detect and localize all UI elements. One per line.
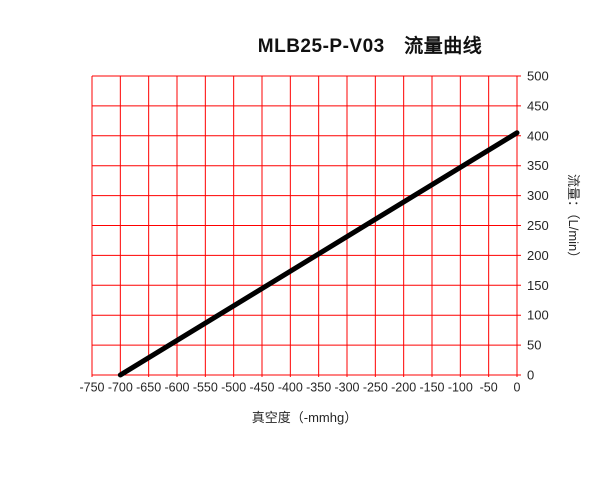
x-tick-label: -550 — [193, 381, 218, 395]
x-tick-label: -150 — [419, 381, 444, 395]
x-tick-label: -700 — [108, 381, 133, 395]
x-tick-label: -200 — [391, 381, 416, 395]
x-tick-label: -450 — [249, 381, 274, 395]
chart-title: MLB25-P-V03 流量曲线 — [257, 36, 483, 57]
x-tick-label: -400 — [278, 381, 303, 395]
y-axis-title: 流量：（L/min） — [566, 174, 581, 265]
x-tick-label: -500 — [221, 381, 246, 395]
y-tick-label: 300 — [527, 188, 549, 203]
y-tick-label: 500 — [527, 69, 549, 84]
y-tick-label: 0 — [527, 368, 534, 383]
y-tick-label: 400 — [527, 128, 549, 143]
y-tick-label: 50 — [527, 338, 541, 353]
y-tick-label: 350 — [527, 158, 549, 173]
x-tick-label: -50 — [480, 381, 498, 395]
x-tick-label: -350 — [306, 381, 331, 395]
x-axis-title: 真空度（-mmhg） — [251, 410, 358, 425]
y-tick-label: 250 — [527, 218, 549, 233]
x-tick-label: -100 — [448, 381, 473, 395]
x-tick-label: -600 — [164, 381, 189, 395]
x-tick-label: 0 — [514, 381, 521, 395]
y-tick-label: 450 — [527, 98, 549, 113]
x-tick-label: -750 — [79, 381, 104, 395]
flow-curve-line — [117, 130, 520, 378]
y-tick-label: 200 — [527, 248, 549, 263]
x-tick-label: -650 — [136, 381, 161, 395]
x-tick-label: -300 — [334, 381, 359, 395]
y-tick-label: 100 — [527, 308, 549, 323]
x-tick-label: -250 — [363, 381, 388, 395]
y-tick-label: 150 — [527, 278, 549, 293]
